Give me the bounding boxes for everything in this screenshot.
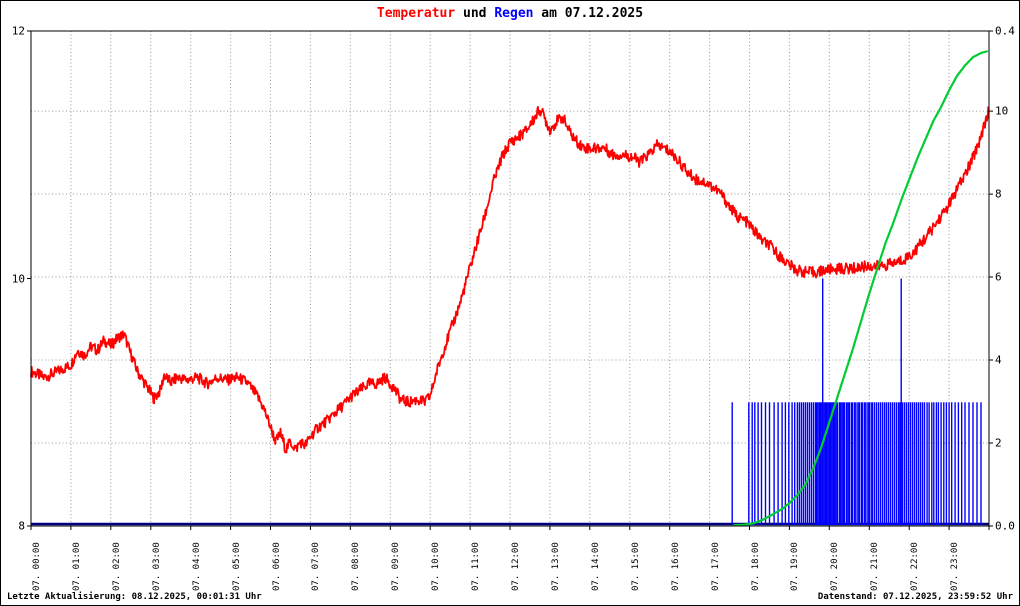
y-left-tick-label: 12 (11, 24, 25, 38)
x-tick-label: 07. 11:00 (471, 542, 482, 591)
x-tick-label: 07. 04:00 (191, 542, 202, 591)
x-tick-label: 07. 02:00 (111, 542, 122, 591)
y-right-tick-label: 6 (995, 270, 1002, 284)
y-left-tick-label: 10 (11, 272, 25, 285)
x-tick-label: 07. 07:00 (311, 542, 322, 591)
rain-cumulative-line (733, 50, 989, 527)
title-date-label: am 07.12.2025 (533, 6, 644, 21)
rain-bars (731, 278, 982, 525)
chart-title: Temperatur und Regen am 07.12.2025 (1, 6, 1019, 21)
x-tick-label: 07. 06:00 (271, 542, 282, 591)
x-tick-label: 07. 13:00 (550, 542, 561, 591)
x-tick-label: 07. 00:00 (32, 542, 42, 591)
y-right-tick-label: 4 (995, 353, 1002, 367)
x-tick-label: 07. 05:00 (231, 542, 242, 591)
y-left-tick-label: 8 (18, 519, 25, 533)
last-update-text: Letzte Aktualisierung: 08.12.2025, 00:01… (7, 592, 262, 602)
title-regen-label: Regen (494, 6, 534, 21)
title-temperatur-label: Temperatur (376, 6, 456, 21)
x-tick-label: 07. 09:00 (391, 542, 402, 591)
y-right-tick-label: 8 (995, 187, 1002, 201)
x-tick-label: 07. 01:00 (71, 542, 82, 591)
x-tick-label: 07. 16:00 (670, 542, 681, 591)
x-tick-label: 07. 10:00 (431, 542, 442, 591)
x-tick-label: 07. 03:00 (151, 542, 162, 591)
title-und-label: und (455, 6, 495, 21)
y-right-tick-label: 0.4 (995, 24, 1015, 38)
y-right-tick-label: 0.0 (995, 519, 1015, 533)
x-tick-label: 07. 14:00 (590, 542, 601, 591)
temperature-line (30, 106, 990, 454)
x-tick-label: 07. 12:00 (511, 542, 521, 591)
x-tick-label: 07. 23:00 (950, 542, 961, 591)
y-right-tick-label: 10 (995, 104, 1009, 118)
x-tick-label: 07. 20:00 (830, 542, 841, 591)
x-tick-label: 07. 22:00 (910, 542, 921, 591)
x-tick-label: 07. 15:00 (630, 542, 641, 591)
x-tick-label: 07. 08:00 (351, 542, 362, 591)
x-tick-label: 07. 19:00 (790, 542, 801, 591)
x-tick-label: 07. 18:00 (750, 542, 761, 591)
data-state-text: Datenstand: 07.12.2025, 23:59:52 Uhr (817, 592, 1013, 602)
y-right-tick-label: 2 (995, 436, 1002, 450)
x-tick-label: 07. 17:00 (710, 542, 721, 591)
x-tick-label: 07. 21:00 (870, 542, 881, 591)
